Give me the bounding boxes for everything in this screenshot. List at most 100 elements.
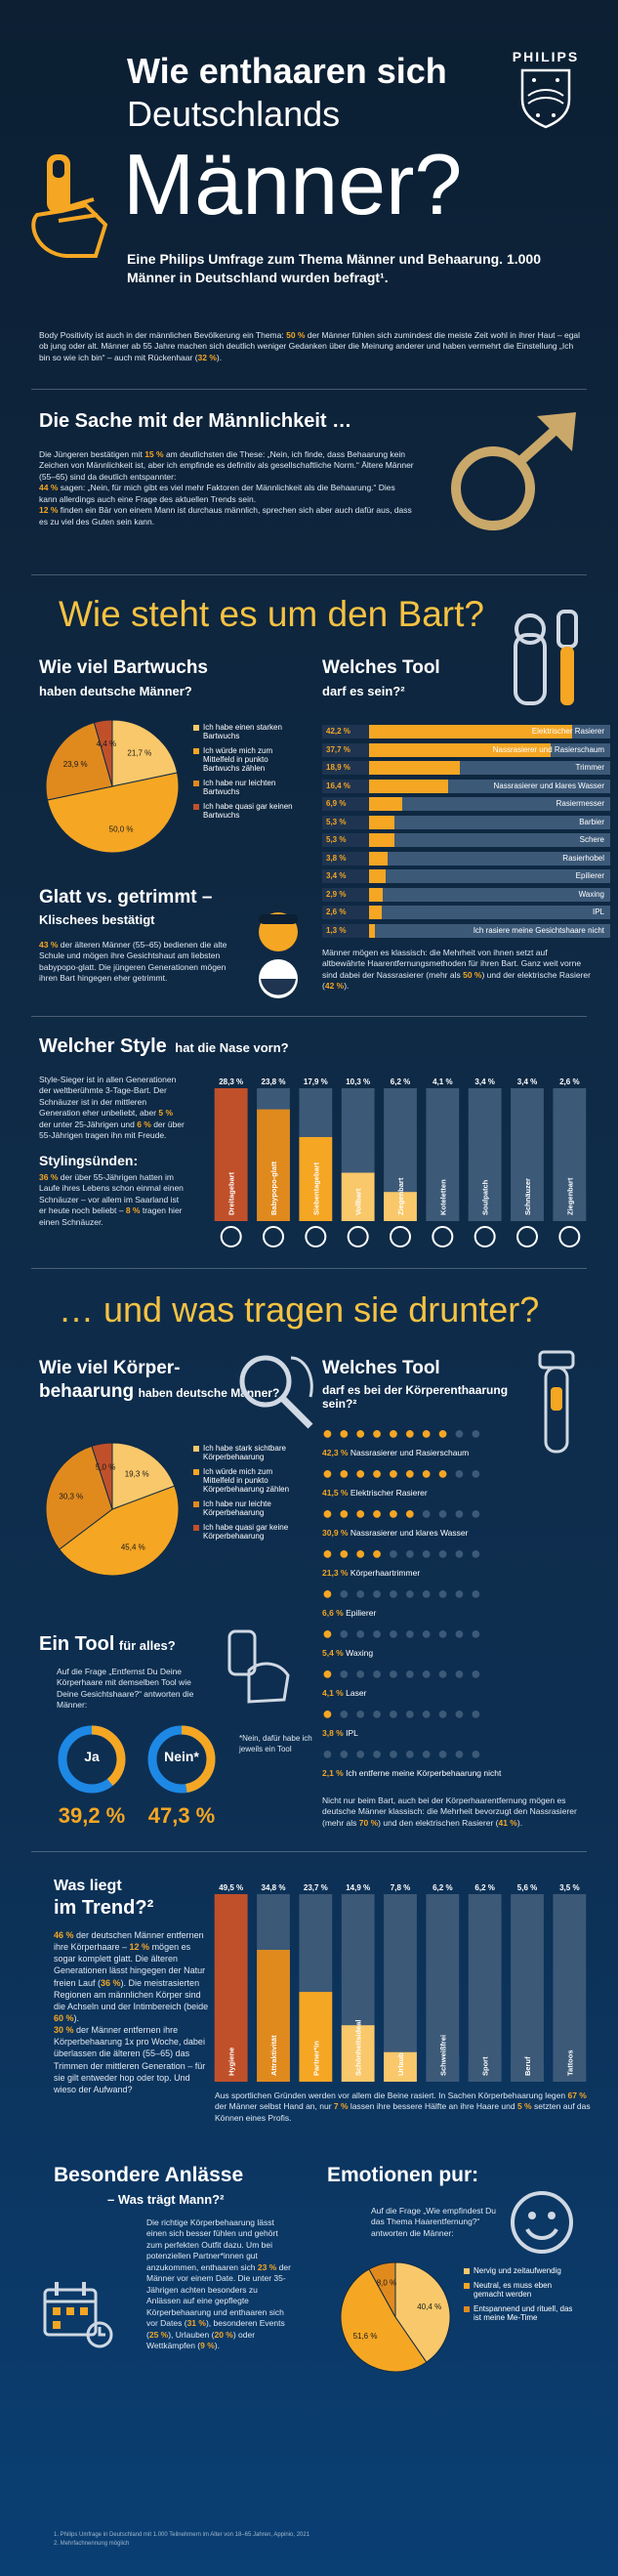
person-icon: ● — [371, 1707, 383, 1723]
body-tool-name: Ich entferne meine Körperbehaarung nicht — [346, 1768, 502, 1778]
body-tool-title: Welches Tool — [322, 1358, 440, 1378]
person-icon: ● — [421, 1747, 433, 1763]
trend-value-label: 6,2 % — [433, 1883, 452, 1892]
emotion-pie-label: 40,4 % — [417, 2302, 441, 2311]
beard-tool-fill — [369, 797, 403, 811]
style-category-label: Koteletten — [438, 1179, 447, 1215]
beard-tool-pct: 2,6 % — [322, 906, 369, 919]
person-icon: ● — [454, 1506, 465, 1523]
smooth-title: Glatt vs. getrimmt – — [39, 887, 213, 908]
smiley-icon — [511, 2191, 573, 2254]
body-tool-row: ● ● ● ● ● ● ● ● ● ● 5,4 % Waxing — [322, 1626, 596, 1658]
person-icon: ● — [322, 1426, 333, 1443]
beard-tool-track — [369, 887, 610, 902]
beard-pie-slice — [45, 721, 113, 801]
person-icon: ● — [437, 1626, 448, 1643]
beard-tool-label: Schere — [579, 835, 604, 844]
person-icon: ● — [388, 1626, 399, 1643]
style-value-label: 4,1 % — [433, 1077, 452, 1086]
header: Wie enthaaren sich Deutschlands Männer? … — [0, 0, 618, 322]
style-bar — [426, 1202, 460, 1221]
person-icon: ● — [388, 1747, 399, 1763]
beard-tool-pct: 1,3 % — [322, 923, 369, 938]
intro-text-b: der Männer fühlen sich zumindest die mei… — [39, 330, 581, 362]
beard-tool-row: 1,3 % Ich rasiere meine Gesichtshaare nic… — [322, 923, 610, 938]
body-pie-slice — [59, 1485, 180, 1577]
beard-tool-pct: 3,8 % — [322, 851, 369, 866]
person-icon: ● — [470, 1426, 481, 1443]
trend-category-label: Attraktivität — [269, 2035, 278, 2076]
person-icon: ● — [454, 1426, 465, 1443]
style-track — [426, 1088, 460, 1221]
person-icon: ● — [338, 1747, 350, 1763]
body-tool-name: Waxing — [346, 1648, 374, 1658]
style-category-label: Vollbart — [354, 1188, 363, 1215]
beard-tool-row: 37,7 % Nassrasierer und Rasierschaum — [322, 742, 610, 757]
beard-pie-label: 4,4 % — [97, 739, 116, 748]
intro-pct-1: 50 % — [286, 330, 306, 340]
beard-tool-row: 2,6 % IPL — [322, 906, 610, 919]
occasions-text: Die richtige Körperbehaarung lässt einen… — [146, 2217, 291, 2351]
emotions-title: Emotionen pur: — [327, 2164, 479, 2186]
trend-bar — [553, 2068, 587, 2082]
style-bar — [553, 1208, 587, 1221]
beard-tool-track — [369, 906, 610, 919]
trend-category-label: Sport — [481, 2056, 490, 2076]
calendar-icon — [43, 2282, 113, 2348]
trend-value-label: 3,5 % — [559, 1883, 579, 1892]
beard-tool-label: Trimmer — [575, 763, 604, 772]
person-icon: ● — [338, 1466, 350, 1483]
one-tool-text: Auf die Frage „Entfernst Du Deine Körper… — [57, 1667, 194, 1710]
face-icon — [516, 1226, 538, 1247]
body-tool-list: ● ● ● ● ● ● ● ● ● ● 42,3 % Nassrasierer und Rasier… — [322, 1426, 596, 1788]
person-icon: ● — [354, 1426, 366, 1443]
style-value-label: 3,4 % — [517, 1077, 537, 1086]
person-icon: ● — [421, 1426, 433, 1443]
person-icon: ● — [388, 1586, 399, 1603]
header-title-line3: Männer? — [123, 136, 463, 232]
manliness-p1a: Die Jüngeren bestätigen mit — [39, 449, 145, 459]
beard-tool-title: Welches Tool — [322, 657, 440, 678]
beard-tool-track — [369, 923, 610, 938]
beard-tool-pct: 2,9 % — [322, 887, 369, 902]
beard-pie-slice — [46, 772, 180, 854]
beard-pie-label: 23,9 % — [63, 760, 88, 769]
header-subtitle: Eine Philips Umfrage zum Thema Männer un… — [127, 251, 541, 285]
beard-tool-fill — [369, 906, 382, 919]
intro-text-a: Body Positivity ist auch in der männlich… — [39, 330, 287, 340]
trend-bar — [468, 2057, 502, 2082]
face-icon — [474, 1226, 496, 1247]
body-tool-name: Laser — [346, 1688, 367, 1698]
style-bar — [384, 1192, 417, 1221]
yes-ring — [58, 1725, 126, 1794]
person-icon: ● — [338, 1626, 350, 1643]
beard-tool-fill — [369, 851, 388, 866]
beard-tool-label: Ich rasiere meine Gesichtshaare nicht — [473, 925, 604, 935]
manliness-p3-pct: 12 % — [39, 505, 59, 516]
face-icon — [558, 1226, 581, 1247]
trend-bar — [299, 1992, 333, 2082]
person-icons: ● ● ● ● ● ● ● ● ● ● — [322, 1707, 596, 1728]
emotion-pie-label: 8,0 % — [377, 2279, 396, 2288]
emotion-pie-label: 51,6 % — [353, 2332, 378, 2341]
trend-value-label: 14,9 % — [346, 1883, 370, 1892]
footnote-1: 1. Philips Umfrage in Deutschland mit 1.… — [54, 2532, 310, 2538]
person-icon: ● — [322, 1747, 333, 1763]
body-tool-name: Nassrasierer und klares Wasser — [350, 1528, 469, 1538]
body-tool-label: 21,3 % Körperhaartrimmer — [322, 1568, 596, 1578]
person-icon: ● — [470, 1747, 481, 1763]
beard-growth-title: Wie viel Bartwuchs — [39, 657, 208, 678]
body-tool-row: ● ● ● ● ● ● ● ● ● ● 41,5 % Elektrischer Rasierer — [322, 1466, 596, 1498]
person-icon: ● — [454, 1626, 465, 1643]
person-icon: ● — [454, 1747, 465, 1763]
yes-percent: 39,2 % — [58, 1803, 126, 1828]
beard-tool-pct: 3,4 % — [322, 869, 369, 883]
body-tool-subtitle: darf es bei der Körperenthaarung sein?² — [322, 1383, 509, 1411]
beard-tool-track — [369, 869, 610, 883]
emotions-question: Auf die Frage „Wie empfindest Du das The… — [371, 2206, 497, 2238]
body-pie-slice — [45, 1445, 113, 1550]
person-icon: ● — [338, 1506, 350, 1523]
legend-item: Ich habe nur leichte Körperbehaarung — [193, 1499, 301, 1517]
body-section-title: … und was tragen sie drunter? — [59, 1289, 540, 1330]
legend-item: Nervig und zeitaufwendig — [464, 2266, 581, 2275]
